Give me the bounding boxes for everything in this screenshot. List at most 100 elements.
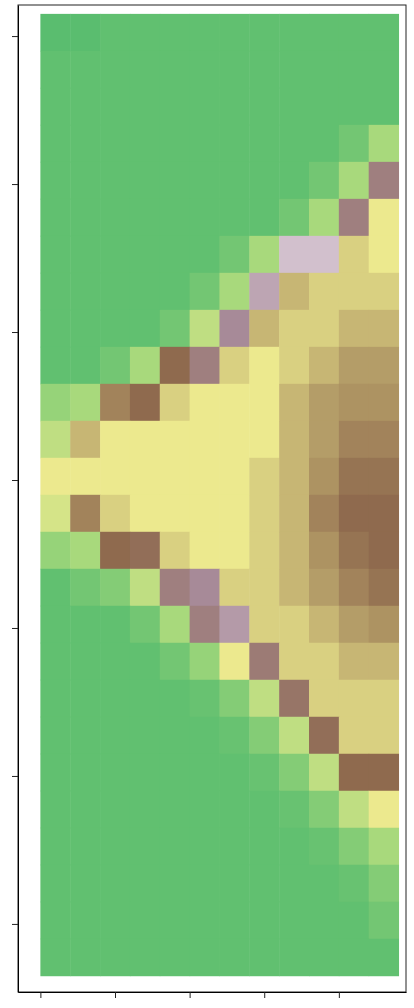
- heatmap-cell: [100, 273, 130, 310]
- heatmap-cell: [100, 828, 130, 865]
- heatmap-cell: [219, 51, 249, 88]
- heatmap-cell: [249, 717, 279, 754]
- heatmap-cell: [309, 310, 339, 347]
- heatmap-cell: [309, 569, 339, 606]
- heatmap-cell: [40, 14, 70, 51]
- heatmap-cell: [339, 273, 369, 310]
- tick-mark: [12, 628, 18, 629]
- heatmap-cell: [160, 51, 190, 88]
- heatmap-cell: [219, 791, 249, 828]
- heatmap-cell: [160, 939, 190, 976]
- y-axis: [12, 6, 19, 993]
- heatmap-cell: [279, 939, 309, 976]
- heatmap-cell: [70, 236, 100, 273]
- heatmap-cell: [249, 495, 279, 532]
- heatmap-cell: [369, 680, 399, 717]
- heatmap-cell: [279, 421, 309, 458]
- heatmap-cell: [70, 939, 100, 976]
- heatmap-cell: [249, 606, 279, 643]
- heatmap-cell: [309, 606, 339, 643]
- heatmap-cell: [190, 606, 220, 643]
- heatmap-cell: [339, 717, 369, 754]
- heatmap-cell: [249, 51, 279, 88]
- heatmap-cell: [100, 939, 130, 976]
- heatmap-cell: [160, 199, 190, 236]
- heatmap-cell: [279, 458, 309, 495]
- heatmap-cell: [369, 51, 399, 88]
- tick-mark: [12, 776, 18, 777]
- heatmap-cell: [100, 199, 130, 236]
- tick: [12, 332, 18, 333]
- heatmap-cell: [130, 939, 160, 976]
- heatmap-cell: [70, 643, 100, 680]
- heatmap-cell: [309, 791, 339, 828]
- heatmap-cell: [279, 88, 309, 125]
- heatmap-cell: [279, 384, 309, 421]
- heatmap-cell: [369, 273, 399, 310]
- heatmap-cell: [339, 236, 369, 273]
- heatmap-cell: [130, 384, 160, 421]
- heatmap-cell: [249, 125, 279, 162]
- heatmap-cell: [249, 14, 279, 51]
- heatmap-cell: [100, 791, 130, 828]
- heatmap-cell: [249, 458, 279, 495]
- heatmap-cell: [369, 384, 399, 421]
- heatmap-cell: [40, 310, 70, 347]
- heatmap-cell: [279, 643, 309, 680]
- heatmap-cell: [130, 125, 160, 162]
- heatmap-cell: [130, 532, 160, 569]
- heatmap-cell: [70, 347, 100, 384]
- heatmap-cell: [369, 791, 399, 828]
- heatmap-cell: [160, 458, 190, 495]
- heatmap-cell: [100, 865, 130, 902]
- heatmap-cell: [160, 754, 190, 791]
- heatmap-cell: [70, 680, 100, 717]
- heatmap-cell: [190, 384, 220, 421]
- heatmap-cell: [309, 51, 339, 88]
- heatmap-cell: [249, 643, 279, 680]
- heatmap-cell: [279, 199, 309, 236]
- heatmap-cell: [369, 754, 399, 791]
- heatmap-cell: [309, 236, 339, 273]
- heatmap-cell: [130, 680, 160, 717]
- heatmap-cell: [190, 199, 220, 236]
- heatmap-cell: [339, 51, 369, 88]
- heatmap-cell: [190, 495, 220, 532]
- heatmap-cell: [219, 421, 249, 458]
- tick-mark: [339, 992, 340, 998]
- heatmap-cell: [130, 495, 160, 532]
- heatmap-cell: [160, 569, 190, 606]
- heatmap-cell: [369, 606, 399, 643]
- heatmap-cell: [100, 532, 130, 569]
- heatmap-cell: [40, 791, 70, 828]
- heatmap-cell: [160, 236, 190, 273]
- heatmap-cell: [279, 865, 309, 902]
- heatmap-cell: [70, 569, 100, 606]
- heatmap-cell: [249, 384, 279, 421]
- heatmap-cell: [40, 236, 70, 273]
- heatmap-cell: [249, 532, 279, 569]
- heatmap-cell: [70, 828, 100, 865]
- heatmap-cell: [249, 199, 279, 236]
- heatmap-cell: [339, 458, 369, 495]
- heatmap-cell: [279, 273, 309, 310]
- heatmap-cell: [279, 125, 309, 162]
- heatmap-cell: [339, 162, 369, 199]
- heatmap-cell: [219, 828, 249, 865]
- heatmap-cell: [70, 902, 100, 939]
- tick: [339, 992, 340, 998]
- heatmap-cell: [369, 236, 399, 273]
- heatmap-cell: [219, 162, 249, 199]
- heatmap-cell: [100, 51, 130, 88]
- heatmap-cell: [339, 791, 369, 828]
- heatmap-cell: [249, 828, 279, 865]
- heatmap-cell: [369, 495, 399, 532]
- heatmap-cell: [100, 384, 130, 421]
- heatmap-cell: [339, 199, 369, 236]
- heatmap-cell: [190, 643, 220, 680]
- heatmap-cell: [279, 310, 309, 347]
- heatmap-cell: [160, 532, 190, 569]
- heatmap-cell: [70, 162, 100, 199]
- heatmap-cell: [130, 643, 160, 680]
- heatmap-cell: [339, 606, 369, 643]
